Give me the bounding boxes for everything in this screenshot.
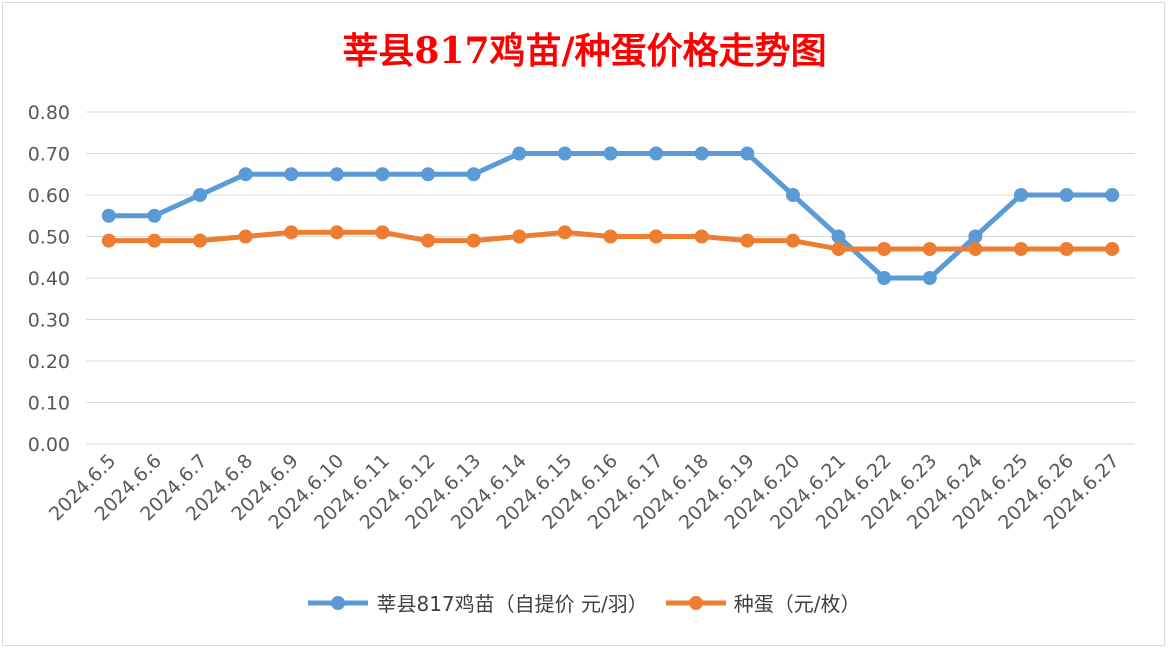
y-tick-label: 0.60 xyxy=(28,185,70,207)
y-axis-ticks: 0.00 0.10 0.20 0.30 0.40 0.50 0.60 0.70 0.80 xyxy=(28,102,70,456)
data-point-series-0 xyxy=(101,208,116,223)
legend-item-egg: 种蛋（元/枚） xyxy=(665,588,861,617)
data-point-series-1 xyxy=(877,241,892,256)
data-point-series-1 xyxy=(785,233,800,248)
y-tick-label: 0.10 xyxy=(28,393,70,415)
data-point-series-0 xyxy=(1013,188,1028,202)
data-point-series-0 xyxy=(968,229,983,244)
data-point-series-0 xyxy=(193,188,208,202)
y-tick-label: 0.30 xyxy=(28,310,70,332)
data-point-series-1 xyxy=(1013,241,1028,256)
data-point-series-0 xyxy=(1059,188,1074,202)
data-point-series-1 xyxy=(649,229,664,244)
legend-label-egg: 种蛋（元/枚） xyxy=(733,592,861,616)
chart-title: 莘县817鸡苗/种蛋价格走势图 xyxy=(342,30,827,72)
data-point-series-0 xyxy=(329,167,344,182)
gridlines xyxy=(86,111,1135,445)
y-tick-label: 0.20 xyxy=(28,351,70,373)
x-axis-ticks: 2024.6.52024.6.62024.6.72024.6.82024.6.9… xyxy=(45,450,1124,534)
y-tick-label: 0.40 xyxy=(28,268,70,290)
data-point-series-0 xyxy=(466,167,481,182)
data-point-series-1 xyxy=(831,241,846,256)
y-tick-label: 0.00 xyxy=(28,434,70,456)
data-point-series-1 xyxy=(740,233,755,248)
data-point-series-1 xyxy=(603,229,618,244)
data-point-series-0 xyxy=(694,146,709,161)
data-point-series-1 xyxy=(193,233,208,248)
data-point-series-1 xyxy=(694,229,709,244)
y-tick-label: 0.70 xyxy=(28,144,70,166)
data-point-series-0 xyxy=(603,146,618,161)
data-point-series-0 xyxy=(785,188,800,202)
data-point-series-1 xyxy=(421,233,436,248)
legend-label-chick: 莘县817鸡苗（自提价 元/羽） xyxy=(376,592,648,616)
data-point-series-0 xyxy=(147,208,162,223)
data-point-series-1 xyxy=(375,225,390,240)
data-point-series-0 xyxy=(557,146,572,161)
data-point-series-1 xyxy=(1059,241,1074,256)
data-point-series-0 xyxy=(877,271,892,285)
data-point-series-1 xyxy=(922,241,937,256)
data-point-series-0 xyxy=(1105,188,1120,202)
data-point-series-1 xyxy=(238,229,253,244)
legend-item-chick: 莘县817鸡苗（自提价 元/羽） xyxy=(308,588,648,617)
data-point-series-0 xyxy=(831,229,846,244)
data-point-series-0 xyxy=(238,167,253,182)
data-point-series-1 xyxy=(329,225,344,240)
y-tick-label: 0.80 xyxy=(28,102,70,124)
legend-swatch-chick xyxy=(308,595,369,610)
data-point-series-0 xyxy=(649,146,664,161)
data-point-series-1 xyxy=(557,225,572,240)
data-point-series-1 xyxy=(147,233,162,248)
data-point-series-1 xyxy=(512,229,527,244)
data-point-series-1 xyxy=(968,241,983,256)
data-point-series-1 xyxy=(101,233,116,248)
y-tick-label: 0.50 xyxy=(28,227,70,249)
data-point-series-0 xyxy=(740,146,755,161)
data-point-series-0 xyxy=(284,167,299,182)
series-lines xyxy=(106,151,1115,281)
legend: 莘县817鸡苗（自提价 元/羽） 种蛋（元/枚） xyxy=(0,588,1169,617)
legend-swatch-egg xyxy=(665,595,726,610)
data-point-series-1 xyxy=(284,225,299,240)
data-point-series-0 xyxy=(922,271,937,285)
data-point-series-0 xyxy=(421,167,436,182)
data-point-series-0 xyxy=(375,167,390,182)
data-point-series-0 xyxy=(512,146,527,161)
data-point-series-1 xyxy=(466,233,481,248)
series-line-0 xyxy=(106,151,1115,281)
series-points xyxy=(101,146,1120,285)
data-point-series-1 xyxy=(1105,241,1120,256)
